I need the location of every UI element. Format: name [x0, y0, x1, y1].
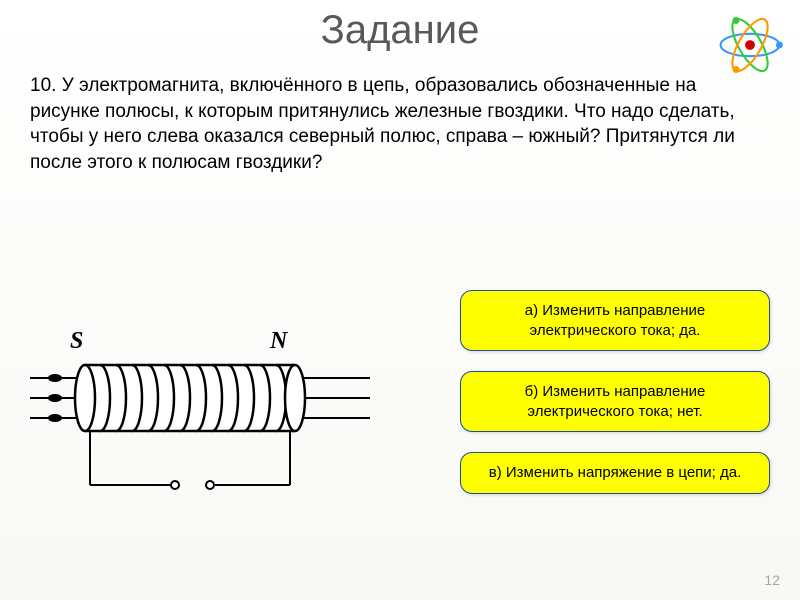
left-pole-label: S — [70, 328, 83, 354]
options-container: а) Изменить направление электрического т… — [460, 290, 770, 514]
question-body: У электромагнита, включённого в цепь, об… — [30, 75, 735, 173]
question-text: 10. У электромагнита, включённого в цепь… — [0, 53, 800, 186]
electromagnet-diagram: S N — [30, 320, 370, 520]
question-number: 10. — [30, 75, 56, 96]
option-b[interactable]: б) Изменить направление электрического т… — [460, 371, 770, 432]
page-number: 12 — [764, 572, 780, 588]
option-a[interactable]: а) Изменить направление электрического т… — [460, 290, 770, 351]
right-pole-label: N — [269, 328, 289, 354]
option-c[interactable]: в) Изменить напряжение в цепи; да. — [460, 452, 770, 494]
atom-icon — [715, 10, 785, 80]
page-title: Задание — [0, 0, 800, 53]
